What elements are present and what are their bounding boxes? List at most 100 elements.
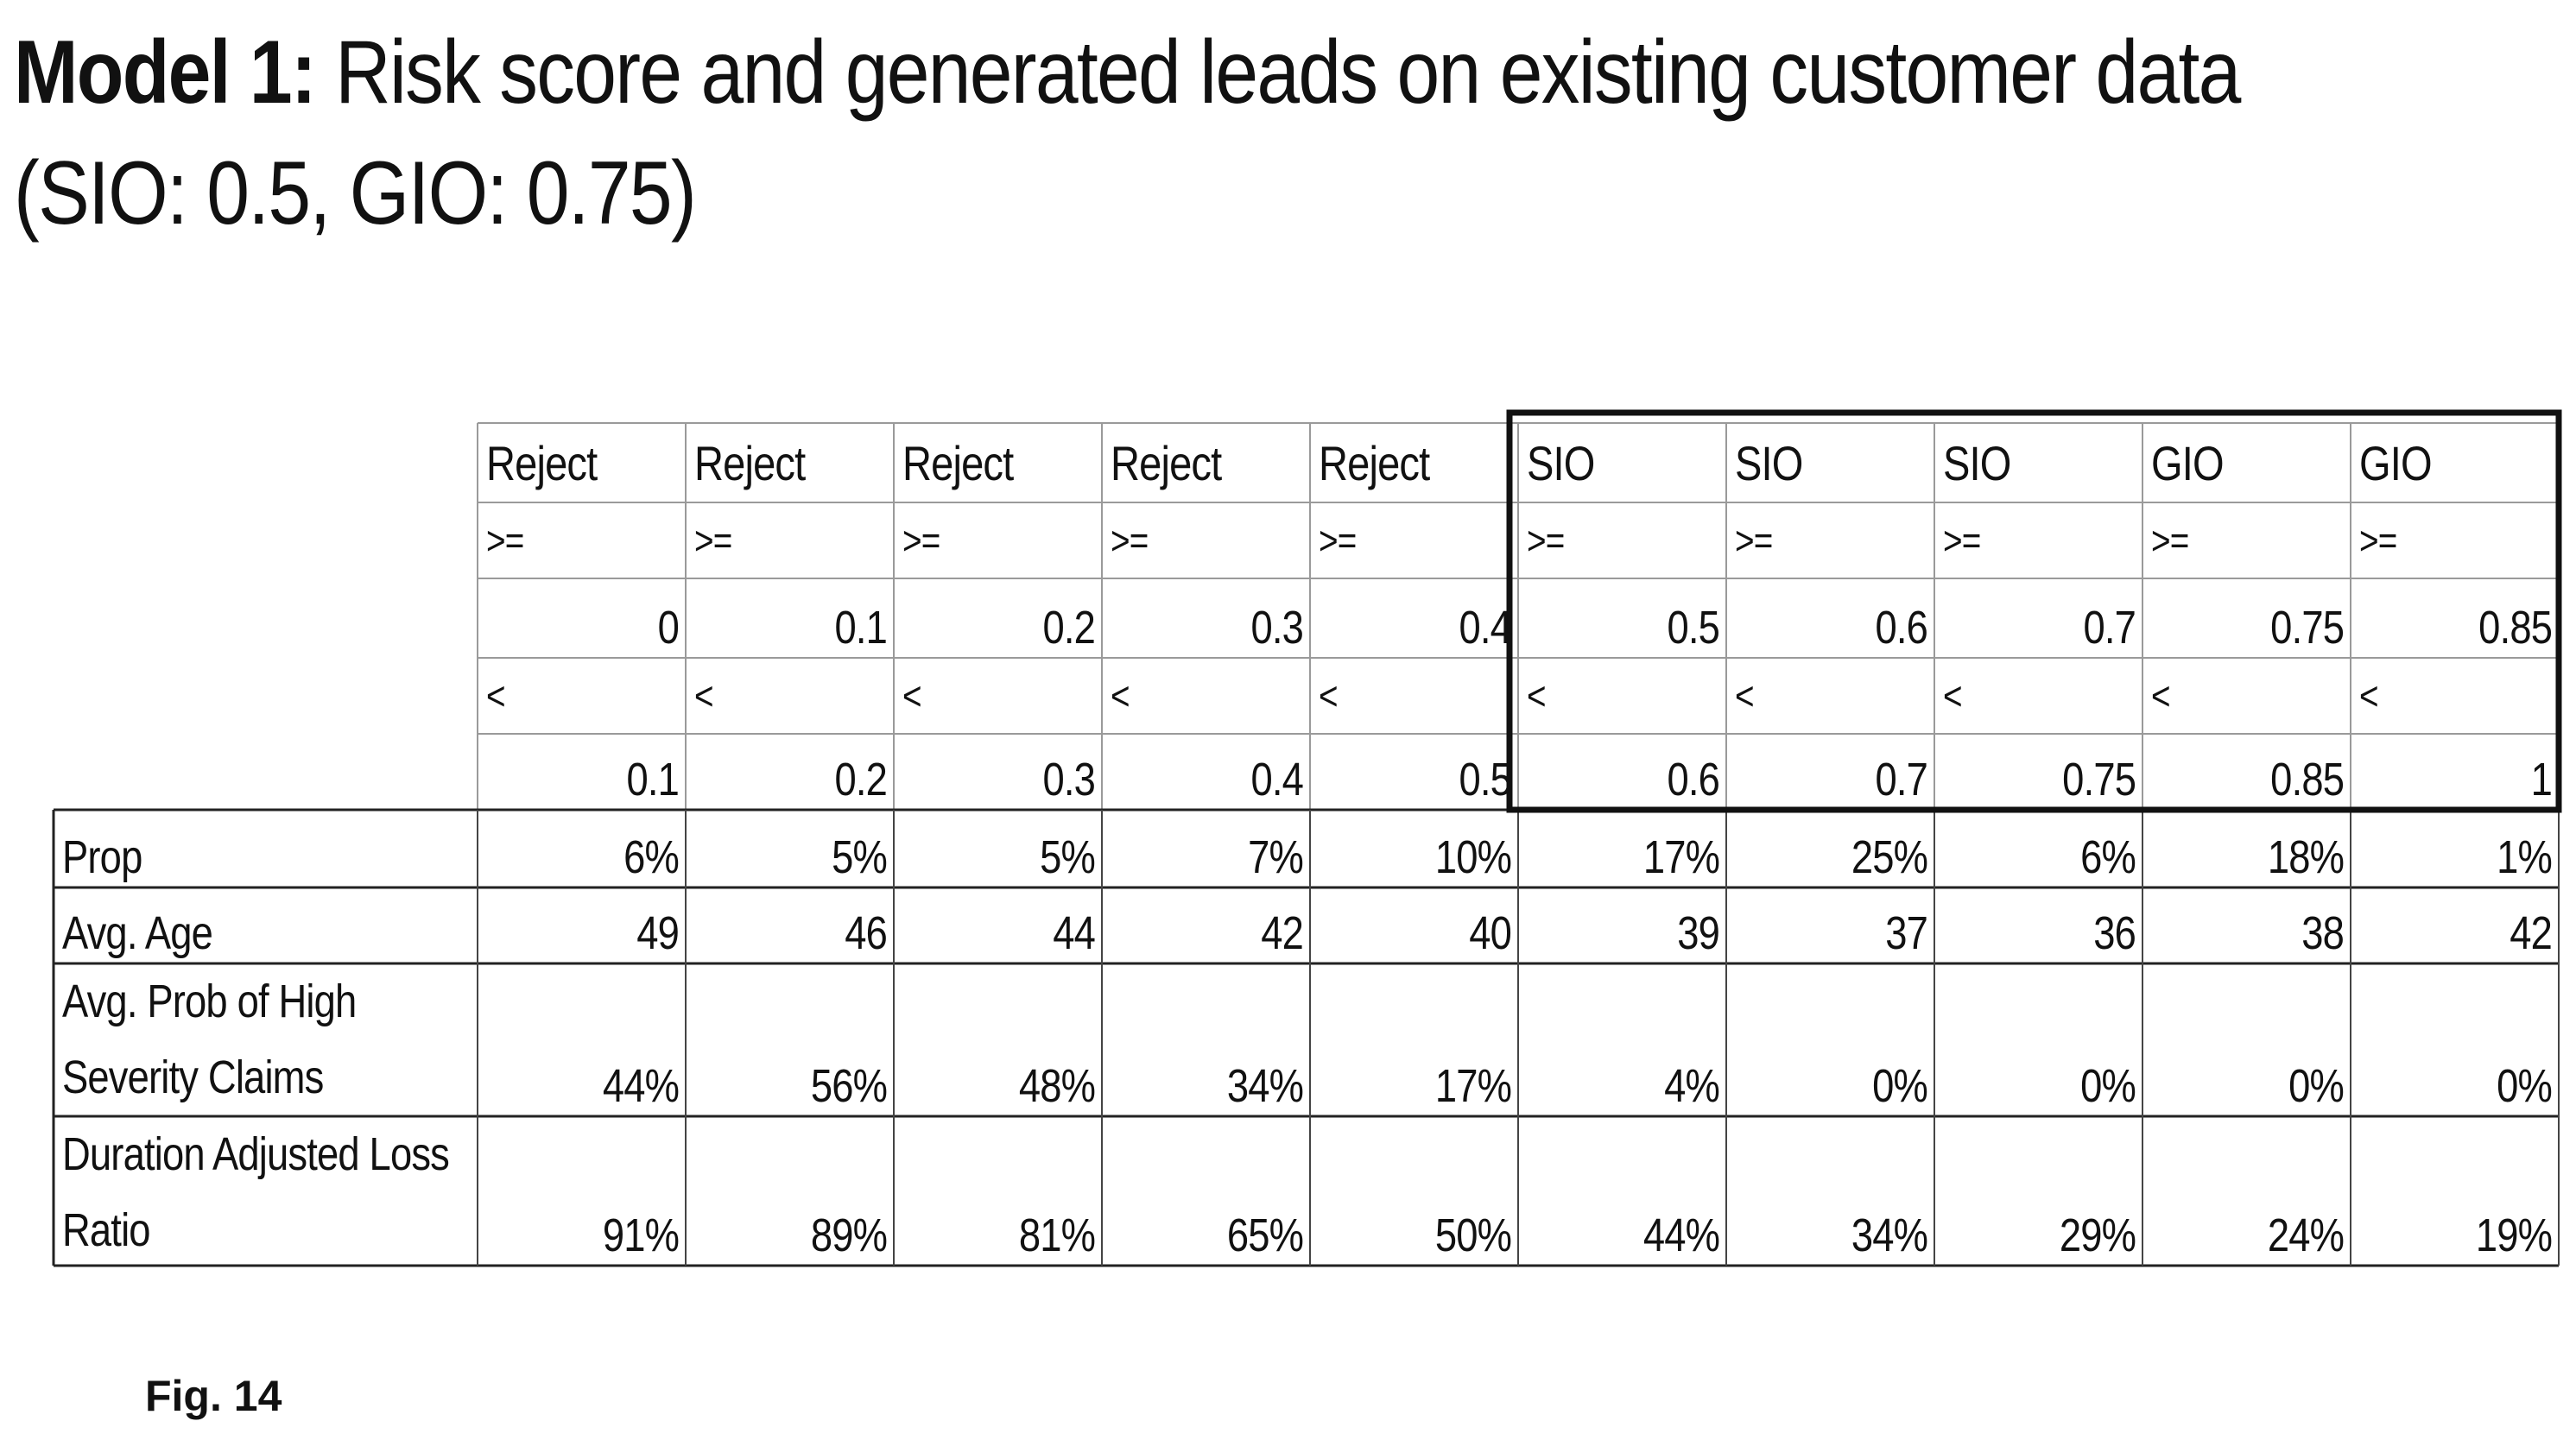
table-cell: 34% [1726, 1116, 1934, 1266]
header-high-bound-text: 0.3 [1042, 754, 1095, 805]
header-group-text: Reject [1111, 435, 1222, 490]
table-cell-text: 81% [1018, 1209, 1096, 1261]
header-high-bound: 0.2 [686, 734, 894, 810]
table-cell-text: 56% [810, 1060, 888, 1112]
table-cell: 7% [1102, 810, 1310, 887]
table-cell-text: 6% [2080, 831, 2136, 883]
table-cell-text: 4% [1664, 1060, 1720, 1112]
header-op-high-text: < [486, 673, 506, 718]
header-group: SIO [1518, 423, 1726, 502]
figure-label: Fig. 14 [145, 1372, 282, 1420]
page-title: Model 1: Risk score and generated leads … [14, 12, 2241, 255]
header-op-high: < [1102, 658, 1310, 734]
header-op-low: >= [2142, 502, 2351, 578]
header-high-bound-text: 0.2 [834, 754, 887, 805]
table-cell-text: 91% [602, 1209, 680, 1261]
table-cell: 37 [1726, 887, 1934, 963]
table-cell-text: 38 [2301, 907, 2345, 959]
header-op-high-text: < [1943, 673, 1963, 718]
header-high-bound-text: 0.6 [1667, 754, 1719, 805]
header-group: SIO [1726, 423, 1934, 502]
header-high-bound-text: 0.1 [626, 754, 679, 805]
table-cell: 19% [2351, 1116, 2559, 1266]
header-op-low-text: >= [1319, 518, 1357, 563]
table-cell: 65% [1102, 1116, 1310, 1266]
header-op-low: >= [1102, 502, 1310, 578]
table-cell: 40 [1310, 887, 1518, 963]
header-low-bound: 0.6 [1726, 578, 1934, 658]
row-label-text: Avg. Prob of High Severity Claims [62, 976, 357, 1103]
table-cell-text: 5% [832, 831, 888, 883]
header-group-text: SIO [1527, 435, 1595, 490]
header-op-high-text: < [1319, 673, 1339, 718]
table-cell: 50% [1310, 1116, 1518, 1266]
header-op-high-text: < [1111, 673, 1130, 718]
header-op-high: < [2142, 658, 2351, 734]
table-cell-text: 44 [1053, 907, 1096, 959]
header-op-high: < [478, 658, 686, 734]
table-cell: 6% [478, 810, 686, 887]
table-cell: 29% [1934, 1116, 2142, 1266]
header-op-low: >= [686, 502, 894, 578]
header-op-low-text: >= [1527, 518, 1565, 563]
row-label-text: Prop [62, 831, 142, 883]
header-op-low-text: >= [2359, 518, 2397, 563]
header-group: GIO [2351, 423, 2559, 502]
header-low-bound: 0.85 [2351, 578, 2559, 658]
header-group: Reject [1310, 423, 1518, 502]
header-op-low: >= [1518, 502, 1726, 578]
header-group-text: SIO [1943, 435, 2011, 490]
row-label-text: Avg. Age [62, 907, 213, 959]
header-group-text: Reject [694, 435, 806, 490]
header-low-bound-text: 0.7 [2083, 602, 2136, 654]
table-cell: 81% [894, 1116, 1102, 1266]
header-op-low-text: >= [486, 518, 524, 563]
table-cell-text: 6% [623, 831, 680, 883]
table-cell: 89% [686, 1116, 894, 1266]
header-op-high: < [2351, 658, 2559, 734]
header-op-high-text: < [2359, 673, 2379, 718]
table-cell: 25% [1726, 810, 1934, 887]
table-cell-text: 18% [2267, 831, 2345, 883]
table-cell-text: 42 [2510, 907, 2553, 959]
header-group-text: Reject [1319, 435, 1430, 490]
header-op-low: >= [1310, 502, 1518, 578]
header-low-bound: 0.5 [1518, 578, 1726, 658]
title-line-1: Model 1: Risk score and generated leads … [14, 12, 2241, 133]
table-cell-text: 7% [1248, 831, 1304, 883]
table-cell-text: 17% [1642, 831, 1720, 883]
header-op-low-text: >= [902, 518, 940, 563]
table-cell-text: 36 [2093, 907, 2136, 959]
header-low-bound-text: 0.2 [1042, 602, 1095, 654]
table-cell-text: 19% [2475, 1209, 2553, 1261]
table-cell-text: 25% [1851, 831, 1928, 883]
header-low-bound-text: 0.4 [1459, 602, 1511, 654]
header-low-bound-text: 0.3 [1250, 602, 1303, 654]
header-op-high-text: < [694, 673, 714, 718]
table-cell-text: 0% [2288, 1060, 2345, 1112]
header-op-low: >= [2351, 502, 2559, 578]
header-high-bound: 0.4 [1102, 734, 1310, 810]
header-low-bound: 0.3 [1102, 578, 1310, 658]
header-group: Reject [478, 423, 686, 502]
table-cell: 56% [686, 963, 894, 1116]
header-high-bound-text: 0.7 [1875, 754, 1927, 805]
header-high-bound: 0.3 [894, 734, 1102, 810]
table-cell: 0% [1934, 963, 2142, 1116]
header-group: GIO [2142, 423, 2351, 502]
header-group-text: GIO [2151, 435, 2225, 490]
table-cell: 18% [2142, 810, 2351, 887]
header-high-bound: 0.85 [2142, 734, 2351, 810]
header-op-low: >= [1934, 502, 2142, 578]
header-op-low: >= [894, 502, 1102, 578]
header-op-high: < [894, 658, 1102, 734]
header-op-high: < [1518, 658, 1726, 734]
header-low-bound: 0.7 [1934, 578, 2142, 658]
table-cell-text: 65% [1226, 1209, 1304, 1261]
header-low-bound-text: 0.75 [2270, 602, 2345, 654]
header-low-bound-text: 0.1 [834, 602, 887, 654]
table-cell-text: 34% [1851, 1209, 1928, 1261]
table-cell: 17% [1518, 810, 1726, 887]
header-high-bound-text: 0.5 [1459, 754, 1511, 805]
title-model-label: Model 1: [14, 22, 317, 123]
